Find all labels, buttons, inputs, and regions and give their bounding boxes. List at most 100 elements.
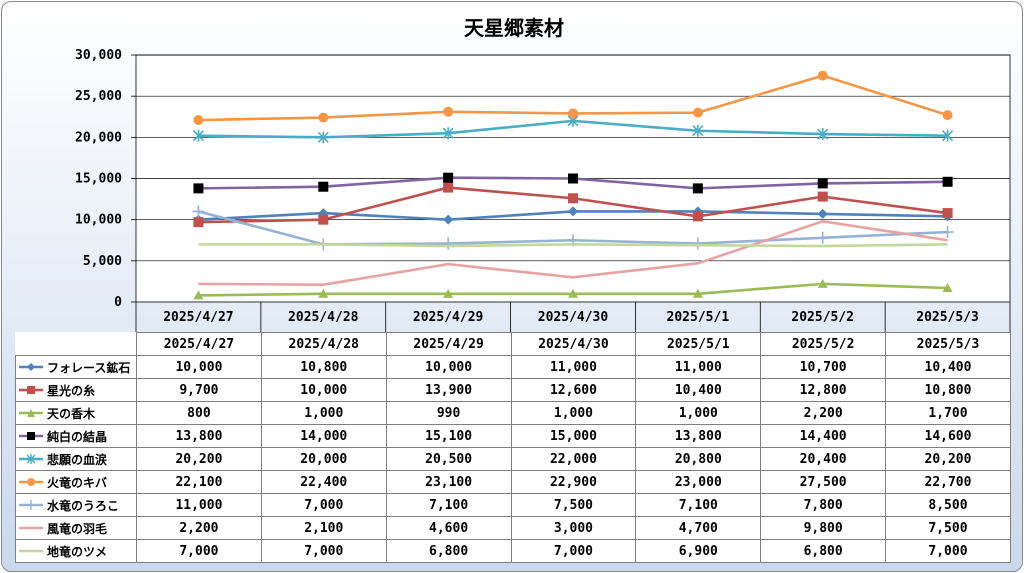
table-cell: 20,400	[760, 447, 887, 471]
series-legend-cell: 風竜の羽毛	[15, 516, 137, 540]
table-cell: 1,000	[635, 401, 762, 425]
table-cell: 20,000	[260, 447, 387, 471]
series-2-point	[942, 208, 953, 219]
series-5-point	[192, 129, 204, 142]
table-cell: 22,700	[885, 470, 1011, 494]
series-6-point	[193, 115, 204, 126]
table-row: 天の香木 800 1,000 990 1,000 1,000 2,200 1,700	[15, 401, 1011, 425]
series-6-point	[443, 106, 454, 117]
table-cell: 3,000	[510, 516, 637, 540]
y-tick-label: 10,000	[75, 213, 122, 228]
table-cell: 10,000	[260, 378, 387, 402]
legend-key	[19, 432, 43, 440]
series-4-point	[817, 178, 828, 189]
table-cell: 10,000	[136, 355, 262, 379]
y-tick-label: 20,000	[75, 130, 122, 145]
table-column-header: 2025/5/1	[635, 332, 762, 356]
table-cell: 14,400	[760, 424, 887, 448]
y-tick-label: 5,000	[83, 254, 122, 269]
x-tick-label: 2025/4/29	[413, 310, 483, 325]
table-cell: 10,400	[885, 355, 1011, 379]
series-name: 水竜のうろこ	[47, 498, 120, 513]
y-tick-label: 30,000	[75, 48, 122, 63]
table-cell: 11,000	[635, 355, 762, 379]
series-3-point	[692, 288, 703, 298]
table-cell: 10,800	[260, 355, 387, 379]
table-cell: 14,600	[885, 424, 1011, 448]
series-6-point	[568, 108, 578, 119]
table-cell: 990	[385, 401, 512, 425]
table-cell: 7,000	[510, 539, 637, 563]
series-name: 地竜のツメ	[47, 544, 108, 559]
legend-key	[19, 363, 43, 371]
legend-key	[19, 454, 43, 464]
series-line-8	[198, 220, 948, 287]
series-5-point	[442, 127, 454, 140]
series-legend-cell: 純白の結晶	[15, 424, 137, 448]
series-2-point	[568, 193, 578, 204]
table-column-header: 2025/4/29	[385, 332, 512, 356]
table-row: 水竜のうろこ 11,000 7,000 7,100 7,500 7,100 7,800 8,5…	[15, 493, 1011, 517]
y-tick-label: 15,000	[75, 172, 122, 187]
table-cell: 22,900	[510, 470, 637, 494]
table-cell: 14,000	[260, 424, 387, 448]
table-cell: 7,100	[385, 493, 512, 517]
table-row: 火竜のキバ 22,100 22,400 23,100 22,900 23,000 27,50…	[15, 470, 1011, 494]
table-cell: 6,900	[635, 539, 762, 563]
table-cell: 11,000	[136, 493, 262, 517]
table-cell: 4,700	[635, 516, 762, 540]
series-7-point	[691, 237, 704, 250]
series-4-point	[193, 183, 204, 194]
series-legend-cell: 地竜のツメ	[15, 539, 137, 563]
series-7-point	[192, 205, 205, 218]
series-legend-cell: 天の香木	[15, 401, 137, 425]
series-2-point	[817, 191, 828, 202]
table-column-header: 2025/4/27	[136, 332, 262, 356]
series-4-point	[692, 183, 703, 194]
table-cell: 10,800	[885, 378, 1011, 402]
series-legend-cell: 水竜のうろこ	[15, 493, 137, 517]
legend-key	[19, 386, 43, 394]
table-cell: 800	[136, 401, 262, 425]
table-cell: 7,000	[885, 539, 1011, 563]
table-cell: 7,100	[635, 493, 762, 517]
series-3-point	[942, 283, 953, 293]
series-1-point	[817, 208, 828, 219]
series-7-point	[816, 231, 829, 244]
series-name: 火竜のキバ	[47, 475, 108, 490]
table-cell: 20,500	[385, 447, 512, 471]
table-cell: 1,700	[885, 401, 1011, 425]
series-4-point	[318, 181, 329, 192]
table-cell: 22,000	[510, 447, 637, 471]
series-3-point	[568, 288, 578, 298]
table-cell: 13,800	[635, 424, 762, 448]
table-row: 風竜の羽毛 2,200 2,100 4,600 3,000 4,700 9,800 7,500	[15, 516, 1011, 540]
table-cell: 10,700	[760, 355, 887, 379]
table-cell: 7,000	[260, 539, 387, 563]
x-tick-label: 2025/5/1	[667, 310, 730, 325]
series-2-point	[443, 182, 454, 193]
series-4-point	[568, 173, 578, 184]
series-name: 星光の糸	[47, 383, 96, 398]
table-cell: 7,800	[760, 493, 887, 517]
series-5-point	[942, 129, 954, 142]
series-3-point	[318, 288, 329, 298]
data-table: 2025/4/27 2025/4/28 2025/4/29 2025/4/30 2025…	[15, 332, 1011, 563]
series-6-point	[817, 70, 828, 81]
table-cell: 7,000	[136, 539, 262, 563]
chart-title: 天星郷素材	[464, 16, 564, 40]
table-cell: 9,700	[136, 378, 262, 402]
table-row: 悲願の血涙 20,200 20,000 20,500 22,000 20,800 20,40…	[15, 447, 1011, 471]
table-column-header: 2025/5/2	[760, 332, 887, 356]
series-2-point	[193, 217, 204, 228]
legend-key	[19, 409, 43, 417]
table-cell: 20,200	[136, 447, 262, 471]
series-3-point	[193, 290, 204, 300]
legend-key	[19, 500, 43, 510]
series-4-point	[443, 172, 454, 183]
series-7-point	[442, 237, 455, 250]
series-6-point	[692, 107, 703, 118]
table-cell: 7,500	[885, 516, 1011, 540]
series-1-point	[443, 214, 454, 225]
table-column-header: 2025/5/3	[885, 332, 1011, 356]
